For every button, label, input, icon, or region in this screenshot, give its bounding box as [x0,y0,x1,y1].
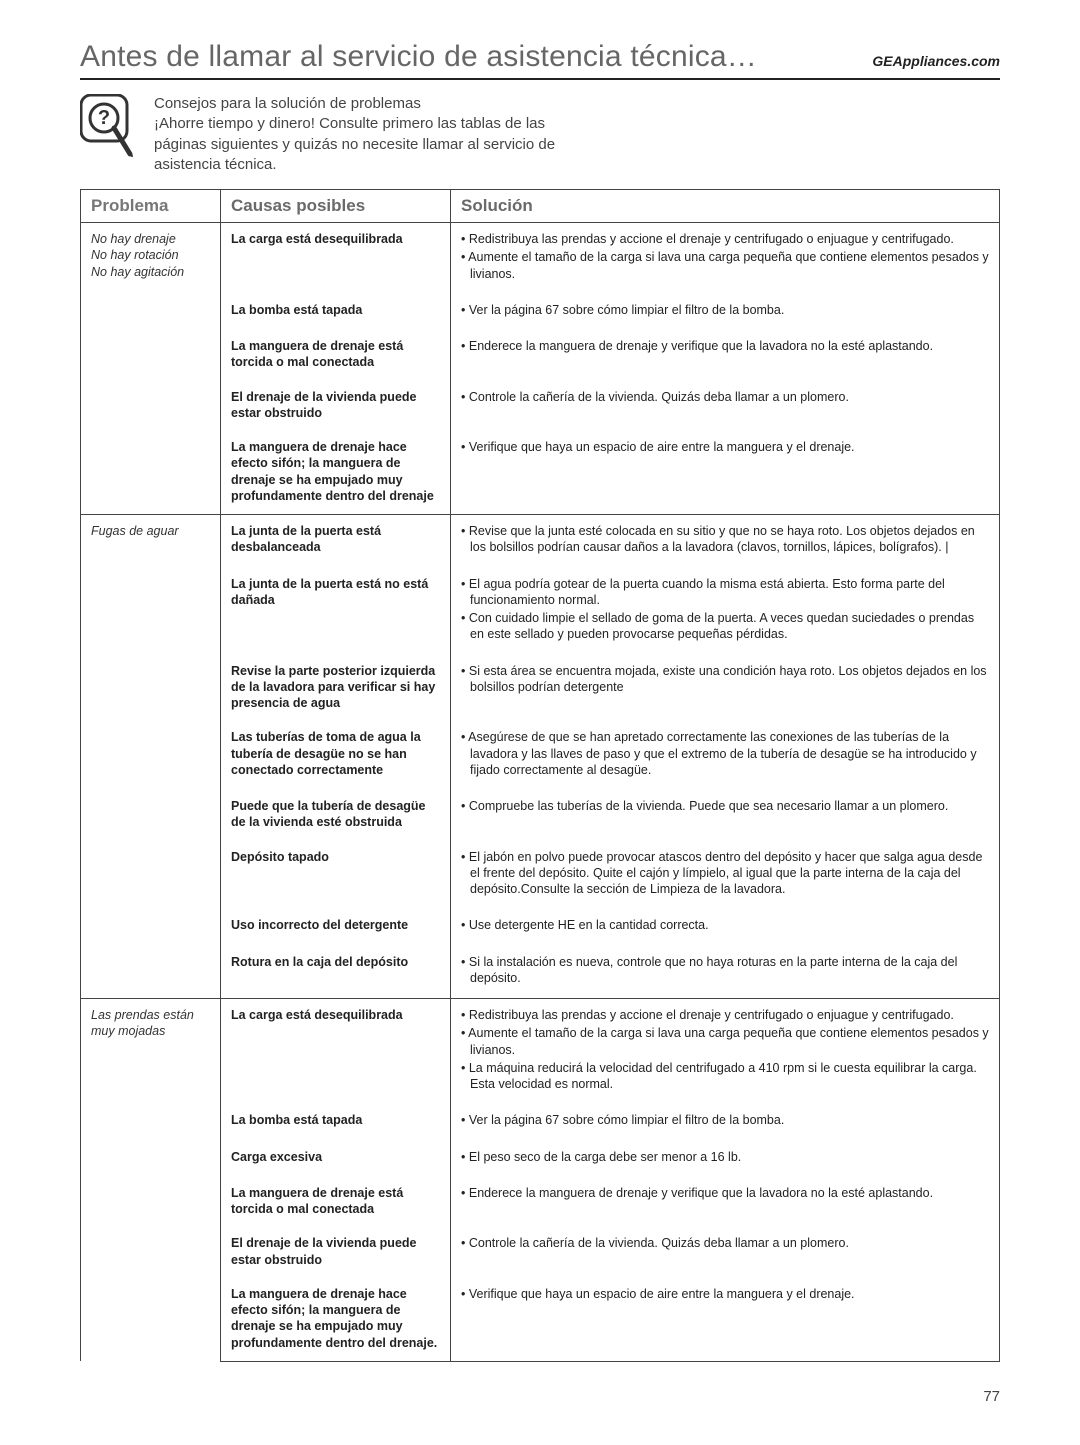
problem-cell: Fugas de aguar [81,515,221,999]
solution-cell: Controle la cañería de la vivienda. Quiz… [451,381,1000,432]
cause-cell: Uso incorrecto del detergente [221,909,451,945]
col-cause-header: Causas posibles [221,190,451,223]
cause-cell: La carga está desequilibrada [221,999,451,1105]
cause-cell: La bomba está tapada [221,1104,451,1140]
cause-cell: Rotura en la caja del depósito [221,946,451,999]
solution-cell: Enderece la manguera de drenaje y verifi… [451,1177,1000,1228]
solution-cell: Si esta área se encuentra mojada, existe… [451,655,1000,722]
cause-cell: Las tuberías de toma de agua la tubería … [221,721,451,790]
problem-cell: Las prendas están muy mojadas [81,999,221,1362]
cause-cell: El drenaje de la vivienda puede estar ob… [221,381,451,432]
svg-text:?: ? [98,107,110,129]
cause-cell: Puede que la tubería de desagüe de la vi… [221,790,451,841]
solution-cell: Redistribuya las prendas y accione el dr… [451,999,1000,1105]
cause-cell: Depósito tapado [221,841,451,910]
solution-cell: Asegúrese de que se han apretado correct… [451,721,1000,790]
cause-cell: Revise la parte posterior izquierda de l… [221,655,451,722]
solution-cell: Verifique que haya un espacio de aire en… [451,431,1000,515]
page-number: 77 [80,1388,1000,1405]
col-solution-header: Solución [451,190,1000,223]
solution-cell: Ver la página 67 sobre cómo limpiar el f… [451,1104,1000,1140]
cause-cell: El drenaje de la vivienda puede estar ob… [221,1227,451,1278]
page-title: Antes de llamar al servicio de asistenci… [80,40,757,74]
solution-cell: Enderece la manguera de drenaje y verifi… [451,330,1000,381]
solution-cell: Use detergente HE en la cantidad correct… [451,909,1000,945]
solution-cell: Controle la cañería de la vivienda. Quiz… [451,1227,1000,1278]
cause-cell: La junta de la puerta está no está dañad… [221,568,451,655]
cause-cell: La manguera de drenaje está torcida o ma… [221,1177,451,1228]
solution-cell: Si la instalación es nueva, controle que… [451,946,1000,999]
intro-body: ¡Ahorre tiempo y dinero! Consulte primer… [154,114,584,175]
problem-cell: No hay drenajeNo hay rotaciónNo hay agit… [81,223,221,515]
solution-cell: Verifique que haya un espacio de aire en… [451,1278,1000,1362]
solution-cell: El peso seco de la carga debe ser menor … [451,1141,1000,1177]
intro-lead: Consejos para la solución de problemas [154,94,584,114]
cause-cell: La carga está desequilibrada [221,223,451,294]
tips-magnifier-icon: ? [80,94,136,174]
cause-cell: La manguera de drenaje está torcida o ma… [221,330,451,381]
solution-cell: Redistribuya las prendas y accione el dr… [451,223,1000,294]
solution-cell: Ver la página 67 sobre cómo limpiar el f… [451,294,1000,330]
intro-text: Consejos para la solución de problemas ¡… [154,94,584,175]
solution-cell: Compruebe las tuberías de la vivienda. P… [451,790,1000,841]
cause-cell: La manguera de drenaje hace efecto sifón… [221,1278,451,1362]
cause-cell: La bomba está tapada [221,294,451,330]
col-problem-header: Problema [81,190,221,223]
site-link: GEAppliances.com [872,53,1000,69]
cause-cell: Carga excesiva [221,1141,451,1177]
solution-cell: El agua podría gotear de la puerta cuand… [451,568,1000,655]
cause-cell: La manguera de drenaje hace efecto sifón… [221,431,451,515]
troubleshooting-table: Problema Causas posibles Solución No hay… [80,189,1000,1362]
solution-cell: Revise que la junta esté colocada en su … [451,515,1000,568]
cause-cell: La junta de la puerta está desbalanceada [221,515,451,568]
solution-cell: El jabón en polvo puede provocar atascos… [451,841,1000,910]
